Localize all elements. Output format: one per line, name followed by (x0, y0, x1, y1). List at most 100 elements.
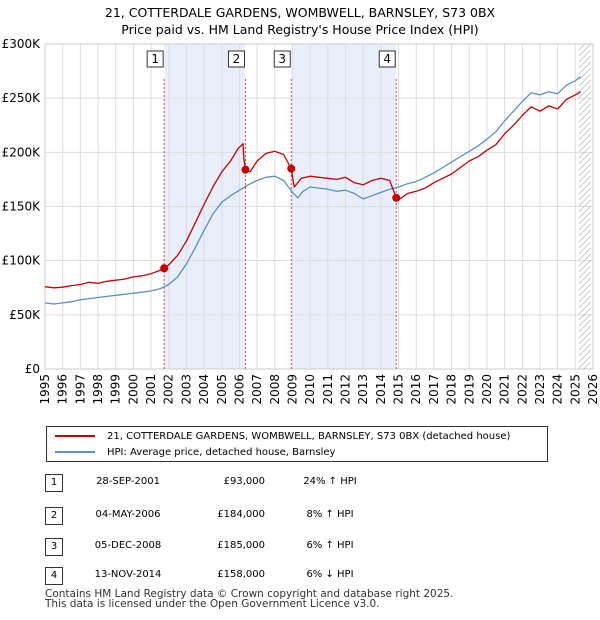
forecast-hatch-line (578, 307, 592, 321)
forecast-hatch-line (578, 163, 592, 177)
forecast-region (578, 44, 592, 369)
forecast-hatch-line (578, 133, 592, 147)
forecast-hatch-line (578, 235, 592, 249)
sale-point-4 (392, 193, 401, 202)
x-tick-label: 2017 (427, 374, 441, 405)
forecast-hatch-line (583, 361, 592, 369)
forecast-hatch-line (578, 265, 592, 279)
forecast-hatch-line (578, 139, 592, 153)
forecast-hatch-line (578, 259, 592, 273)
forecast-hatch-line (578, 157, 592, 171)
row-number-badge: 2 (45, 507, 63, 525)
chart-title: 21, COTTERDALE GARDENS, WOMBWELL, BARNSL… (0, 4, 600, 38)
x-tick-label: 2014 (374, 374, 388, 405)
forecast-hatch-line (578, 331, 592, 345)
x-tick-label: 1997 (73, 374, 87, 405)
x-tick-label: 2022 (515, 374, 529, 405)
sale-label-2: 2 (233, 52, 241, 66)
y-tick-label: £200K (2, 145, 42, 159)
plot-border (44, 43, 594, 370)
x-tick-label: 1996 (56, 374, 70, 405)
x-tick-label: 2018 (445, 374, 459, 405)
forecast-hatch-line (578, 271, 592, 285)
hpi-line (44, 75, 582, 305)
row-date: 28-SEP-2001 (96, 476, 160, 487)
table-row: 4 13-NOV-2014 £158,000 6% ↓ HPI (45, 567, 405, 585)
forecast-hatch-line (578, 73, 592, 87)
row-date: 13-NOV-2014 (94, 569, 162, 580)
x-tick-label: 2013 (356, 374, 370, 405)
forecast-hatch-line (578, 337, 592, 351)
footer-line-1: Contains HM Land Registry data © Crown c… (45, 588, 454, 600)
row-number-badge: 3 (45, 538, 63, 556)
sale-points (160, 164, 401, 273)
forecast-hatch-line (578, 319, 592, 333)
sale-label-4: 4 (383, 52, 391, 66)
legend-item-hpi: HPI: Average price, detached house, Barn… (55, 446, 335, 460)
forecast-hatch-line (578, 277, 592, 291)
row-hpi-diff: 8% ↑ HPI (306, 509, 354, 520)
forecast-hatch-line (578, 127, 592, 141)
sale-point-2 (241, 165, 250, 174)
forecast-hatch-line (578, 151, 592, 165)
forecast-hatch-line (578, 205, 592, 219)
forecast-hatch-line (578, 49, 592, 63)
x-tick-label: 2001 (144, 374, 158, 405)
price-chart: 1 2 3 4 £0 £50K £100K £150K £200K £250K £300K 199… (2, 37, 600, 405)
sale-label-box-3 (273, 50, 291, 68)
row-price: £93,000 (223, 476, 265, 487)
forecast-hatch-line (578, 181, 592, 195)
table-row: 1 28-SEP-2001 £93,000 24% ↑ HPI (45, 474, 405, 492)
x-axis-ticks: 1995 1996 1997 1998 1999 2000 2001 2002 2003 2004… (38, 374, 600, 405)
footer-line-2: This data is licensed under the Open Gov… (45, 598, 380, 610)
forecast-hatch-line (578, 103, 592, 117)
row-number-badge: 1 (45, 474, 63, 492)
x-tick-label: 2021 (498, 374, 512, 405)
sale-label-3: 3 (278, 52, 286, 66)
x-tick-label: 1998 (91, 374, 105, 405)
forecast-hatch-line (578, 145, 592, 159)
x-tick-label: 2006 (232, 374, 246, 405)
forecast-hatch-line (578, 289, 592, 303)
row-date: 05-DEC-2008 (94, 540, 162, 551)
x-tick-label: 2011 (321, 374, 335, 405)
forecast-hatch-line (578, 115, 592, 129)
y-tick-label: £300K (2, 37, 42, 51)
forecast-hatch-line (578, 44, 592, 57)
row-date: 04-MAY-2006 (95, 509, 161, 520)
y-axis-ticks: £0 £50K £100K £150K £200K £250K £300K (2, 37, 42, 376)
x-tick-label: 2005 (215, 374, 229, 405)
forecast-hatch-line (578, 61, 592, 75)
y-tick-label: £0 (25, 362, 40, 376)
sale-labels: 1 2 3 4 (146, 50, 396, 68)
forecast-hatch-line (578, 85, 592, 99)
table-row: 3 05-DEC-2008 £185,000 6% ↑ HPI (45, 538, 405, 556)
x-tick-label: 2009 (285, 374, 299, 405)
forecast-hatch-line (578, 325, 592, 339)
forecast-hatch-line (578, 229, 592, 243)
forecast-hatch-line (578, 283, 592, 297)
forecast-hatch-line (578, 121, 592, 135)
series-lines (44, 75, 582, 305)
forecast-hatch (578, 44, 592, 369)
forecast-hatch-line (578, 295, 592, 309)
sale-label-1: 1 (151, 52, 159, 66)
x-tick-label: 2023 (533, 374, 547, 405)
forecast-hatch-line (578, 247, 592, 261)
forecast-hatch-line (578, 217, 592, 231)
y-tick-label: £150K (2, 200, 42, 214)
footer-attribution: Contains HM Land Registry data © Crown c… (45, 588, 454, 610)
sale-label-box-4 (378, 50, 396, 68)
forecast-hatch-line (578, 343, 592, 357)
x-tick-label: 2020 (480, 374, 494, 405)
row-price: £158,000 (217, 569, 265, 580)
forecast-hatch-line (578, 175, 592, 189)
x-tick-label: 2004 (197, 374, 211, 405)
property-price-line (44, 91, 581, 289)
title-line-2: Price paid vs. HM Land Registry's House … (121, 22, 479, 37)
x-tick-label: 2024 (551, 374, 565, 405)
forecast-hatch-line (578, 44, 586, 51)
legend: 21, COTTERDALE GARDENS, WOMBWELL, BARNSL… (46, 426, 548, 462)
forecast-hatch-line (578, 355, 592, 369)
forecast-hatch-line (578, 109, 592, 123)
